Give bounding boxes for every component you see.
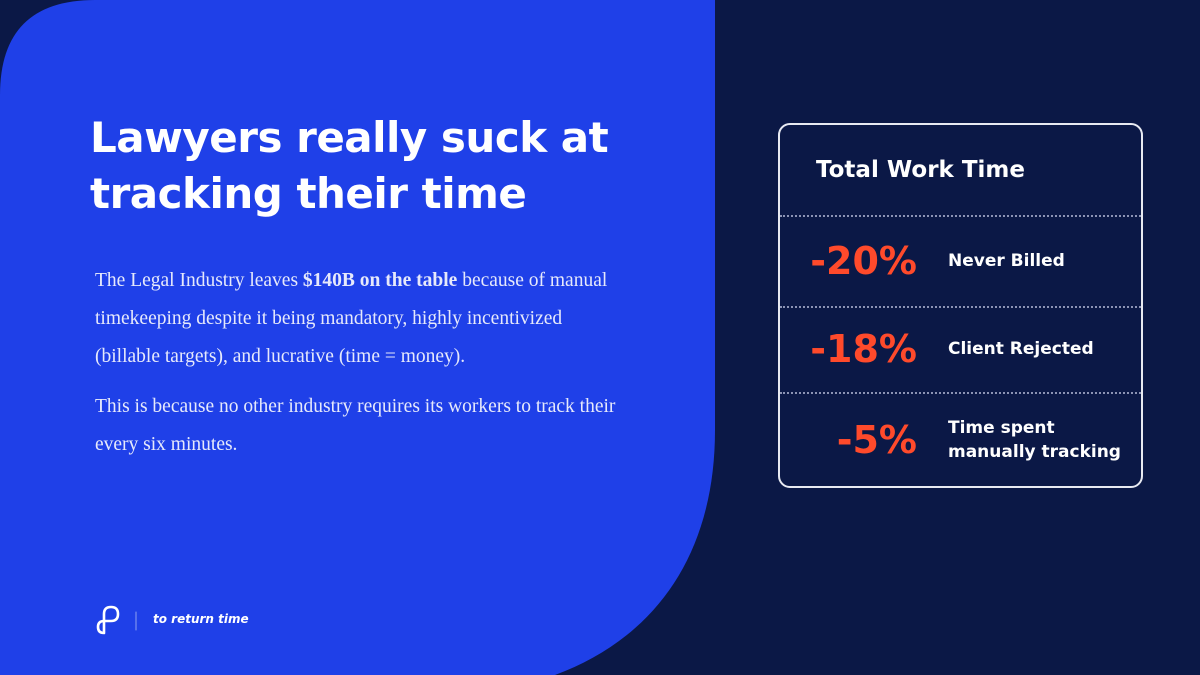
stats-card: Total Work Time -20% Never Billed -18% Clie… bbox=[778, 123, 1143, 488]
divider bbox=[780, 392, 1141, 394]
tagline: to return time bbox=[153, 612, 249, 626]
stat-label: Time spent manually tracking bbox=[948, 417, 1121, 462]
bold-text: $140B on the table bbox=[302, 270, 458, 291]
stat-row: -18% Client Rejected bbox=[780, 306, 1141, 392]
paragraph: The Legal Industry leaves $140B on the t… bbox=[95, 262, 625, 376]
text: because of manual timekeeping despite it… bbox=[95, 270, 608, 367]
stat-value: -20% bbox=[810, 238, 917, 283]
stat-row: -5% Time spent manually tracking bbox=[780, 392, 1141, 487]
blue-panel bbox=[0, 0, 715, 675]
logo bbox=[96, 605, 137, 635]
title: Lawyers really suck at tracking their ti… bbox=[90, 113, 609, 218]
card-title: Total Work Time bbox=[816, 157, 1025, 183]
divider bbox=[780, 306, 1141, 308]
stat-row: -20% Never Billed bbox=[780, 215, 1141, 306]
divider bbox=[780, 215, 1141, 217]
paragraph: This is because no other industry requir… bbox=[95, 396, 616, 455]
text: The Legal Industry leaves bbox=[95, 270, 303, 291]
stat-value: -5% bbox=[836, 417, 917, 462]
stat-label: Never Billed bbox=[948, 250, 1065, 271]
stat-value: -18% bbox=[810, 327, 917, 371]
stat-label: Client Rejected bbox=[948, 339, 1094, 359]
